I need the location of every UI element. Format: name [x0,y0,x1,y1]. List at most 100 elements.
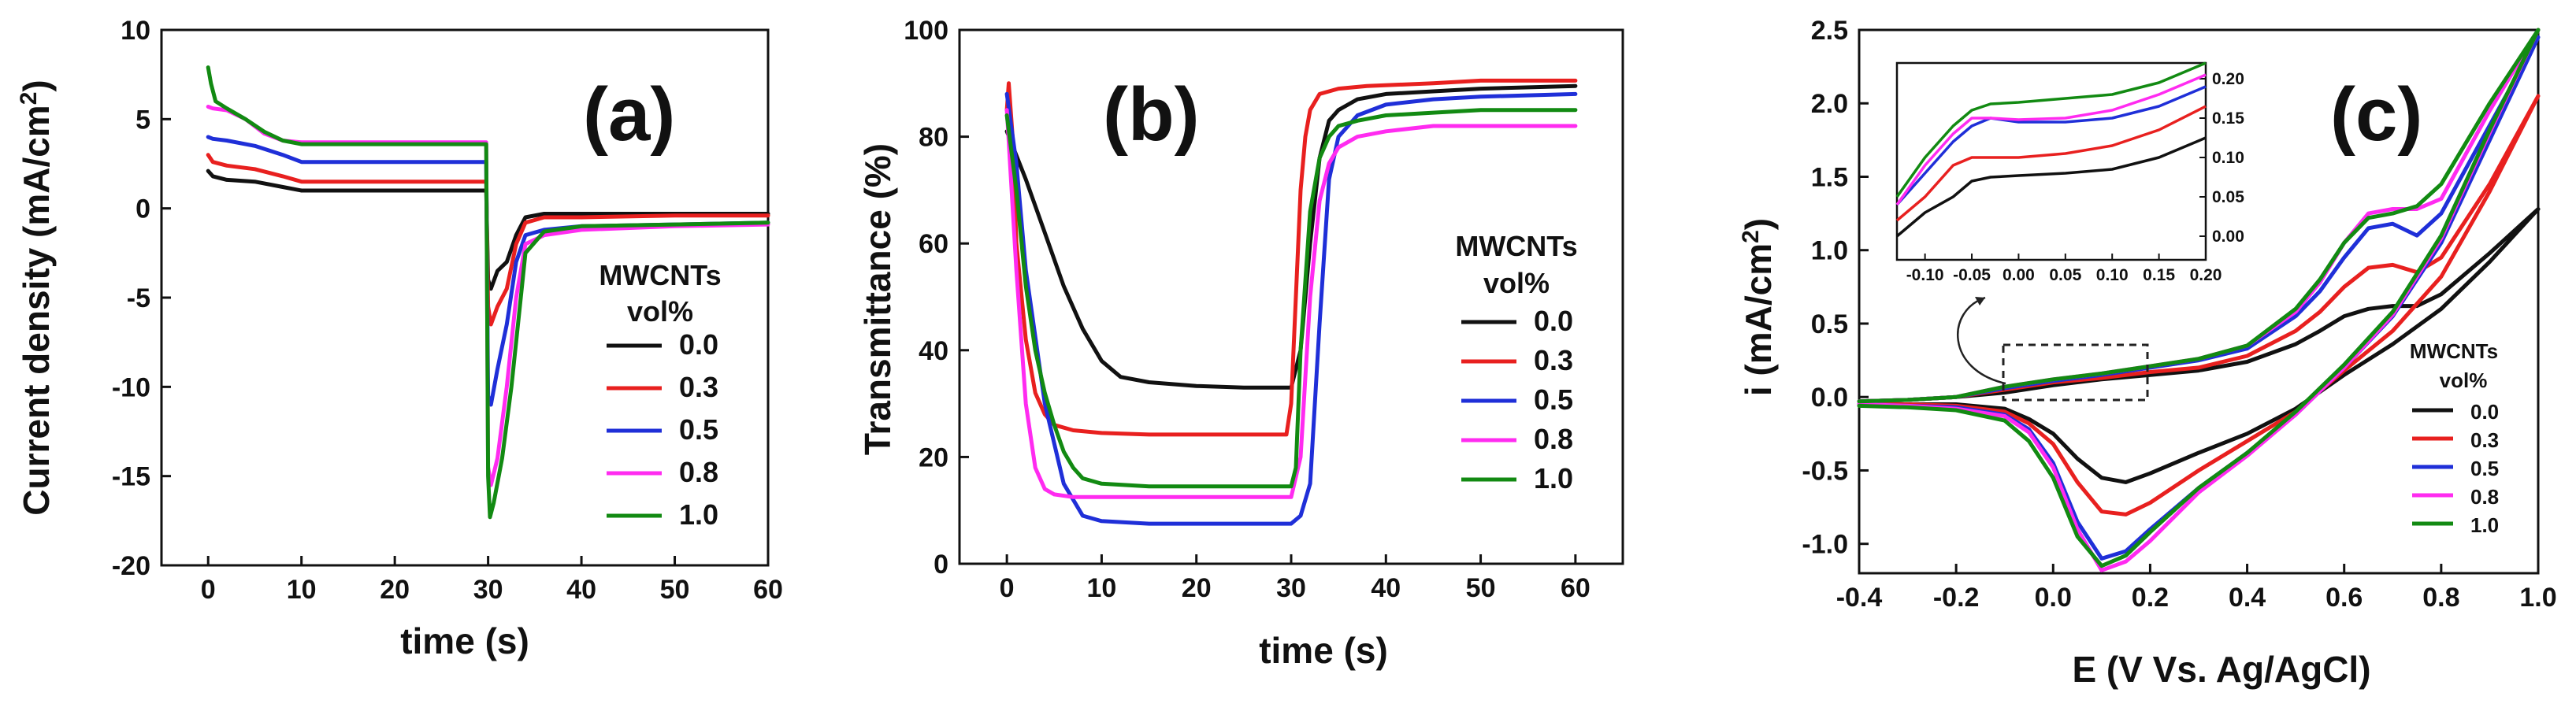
panel-a-ytick-label: -5 [127,283,150,313]
panel-a-ytick-label: 5 [135,105,150,135]
panel-a-ytick-label: 10 [121,16,150,46]
inset-frame [1895,61,2207,261]
panel-c-xtick-label: 1.0 [2519,583,2556,613]
panel-c-y-label: i (mA/cm2) [1738,218,1780,396]
inset-xtick-label: 0.10 [2096,266,2129,284]
panel-c-ytick-label: -0.5 [1802,456,1848,486]
panel-b-xtick-label: 10 [1087,573,1117,603]
panel-a-ytick-label: -20 [112,551,150,581]
panel-c-series-0.3 [1857,94,2541,517]
inset-series-0.0 [1895,136,2207,238]
panel-b-legend-label-0.0: 0.0 [1534,305,1573,337]
panel-c-xtick-label: 0.6 [2325,583,2363,613]
panel-c-ytick-label: 1.0 [1811,236,1848,266]
panel-c-y-label-sup: 2 [1738,230,1764,243]
panel-a-xtick-label: 0 [201,575,216,605]
panel-c-legend-title-1: MWCNTs [2410,339,2498,363]
panel-a-legend-title-1: MWCNTs [599,259,721,291]
panel-b-xtick-label: 0 [1000,573,1015,603]
panel-b-legend-label-0.8: 0.8 [1534,423,1573,455]
panel-a-xtick-label: 30 [473,575,503,605]
panel-b-xtick-label: 50 [1466,573,1496,603]
panel-b-xtick-label: 20 [1182,573,1212,603]
panel-b-xtick-label: 30 [1276,573,1306,603]
panel-c-legend-label-0.5: 0.5 [2470,457,2499,480]
panel-c-x-label: E (V Vs. Ag/AgCl) [2072,649,2370,690]
panel-b-ytick-label: 40 [919,336,948,366]
panel-c-xtick-label: 0.0 [2035,583,2072,613]
panel-b-ytick-label: 20 [919,443,948,472]
panel-b-series-0.3 [1004,78,1578,437]
panel-b-y-label: Transmittance (%) [857,143,898,455]
panel-a-legend-label-0.3: 0.3 [679,371,718,403]
panel-c-legend-title-2: vol% [2440,368,2488,392]
panel-b-ytick-label: 80 [919,123,948,153]
panel-c-legend-label-1.0: 1.0 [2470,513,2499,537]
panel-c-legend: MWCNTs vol% 0.0 0.3 0.5 0.8 1.0 [2410,339,2499,537]
panel-c-ytick-label: 1.5 [1811,162,1848,192]
panel-c-legend-label-0.8: 0.8 [2470,485,2499,509]
panel-a-label: (a) [583,72,675,157]
panel-a-legend-title-2: vol% [627,295,693,328]
inset-series-1.0 [1895,61,2207,198]
panel-c-legend-label-0.3: 0.3 [2470,428,2499,452]
panel-c-ytick-label: 0.0 [1811,383,1848,413]
panel-c-xtick-label: 0.2 [2132,583,2169,613]
panel-b: 0 10 20 30 40 50 60 0 20 40 60 80 100 (b) time (s) T… [857,16,1624,671]
panel-b-series-0.8 [1004,108,1578,499]
panel-b-legend: MWCNTs vol% 0.0 0.3 0.5 0.8 1.0 [1455,230,1577,494]
panel-b-series-1.0 [1004,108,1578,489]
panel-b-xtick-label: 60 [1561,573,1591,603]
panel-a-xtick-label: 60 [753,575,783,605]
panel-c-xtick-label: 0.8 [2422,583,2459,613]
panel-a-x-label: time (s) [400,620,529,661]
panel-b-label: (b) [1103,72,1200,157]
panel-c-legend-label-0.0: 0.0 [2470,400,2499,424]
panel-b-ytick-label: 60 [919,229,948,259]
panel-a-ytick-label: -15 [112,462,150,492]
panel-c-ytick-label: 0.5 [1811,309,1848,339]
panel-a-xtick-label: 20 [380,575,410,605]
inset-ytick-label: 0.15 [2212,109,2244,128]
panel-a-xtick-label: 40 [566,575,596,605]
panel-a-ytick-label: -10 [112,372,150,402]
panel-c-xtick-label: -0.2 [1933,583,1980,613]
inset-ytick-label: 0.00 [2212,228,2244,246]
panel-b-legend-title-1: MWCNTs [1455,230,1577,262]
inset-xtick-label: 0.20 [2190,266,2222,284]
zoom-arrow [1957,296,2006,385]
inset-ytick-label: 0.20 [2212,70,2244,88]
panel-b-x-label: time (s) [1259,630,1388,671]
panel-c-ytick-label: 2.0 [1811,89,1848,119]
panel-b-ytick-label: 0 [934,550,948,580]
panel-c-ytick-label: 2.5 [1811,16,1848,46]
panel-b-ytick-label: 100 [904,16,948,46]
panel-a-y-label-sup: 2 [16,92,42,106]
panel-a-series-1.0 [206,65,770,520]
panel-a-xtick-label: 50 [660,575,690,605]
panel-c-series-0.0 [1857,207,2541,484]
panel-b-legend-label-0.5: 0.5 [1534,383,1573,416]
panel-a-legend-label-0.5: 0.5 [679,413,718,446]
panel-a-ytick-label: 0 [135,194,150,224]
inset-ytick-label: 0.05 [2212,188,2244,206]
panel-c: -0.4 -0.2 0.0 0.2 0.4 0.6 0.8 1.0 2.5 2.0 1.5 1.0 0.… [1738,16,2557,690]
panel-a-series-0.3 [206,153,770,327]
panel-a-legend-label-1.0: 1.0 [679,498,718,531]
panel-b-legend-title-2: vol% [1483,267,1550,299]
zoom-region-box [2002,343,2149,402]
panel-c-frame [1858,28,2540,575]
inset-xtick-label: 0.05 [2049,266,2081,284]
inset-ytick-label: 0.10 [2212,149,2244,167]
inset-xtick-label: -0.05 [1953,266,1991,284]
inset-plot: -0.10 -0.05 0.00 0.05 0.10 0.15 0.20 0.00 0.05 0.… [1895,61,2244,284]
panel-b-xtick-label: 40 [1371,573,1401,603]
panel-c-label: (c) [2330,72,2422,157]
panel-a-legend-label-0.0: 0.0 [679,328,718,361]
inset-xtick-label: -0.10 [1906,266,1944,284]
inset-series-0.8 [1895,73,2207,206]
panel-c-xtick-label: -0.4 [1836,583,1883,613]
inset-xtick-label: 0.15 [2143,266,2175,284]
